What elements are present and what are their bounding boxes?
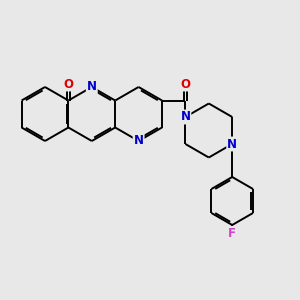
Text: N: N [180,110,190,124]
Text: F: F [228,227,236,240]
Text: O: O [63,77,74,91]
Text: O: O [180,77,190,91]
Text: N: N [134,134,144,148]
Text: N: N [87,80,97,94]
Text: N: N [227,137,237,151]
